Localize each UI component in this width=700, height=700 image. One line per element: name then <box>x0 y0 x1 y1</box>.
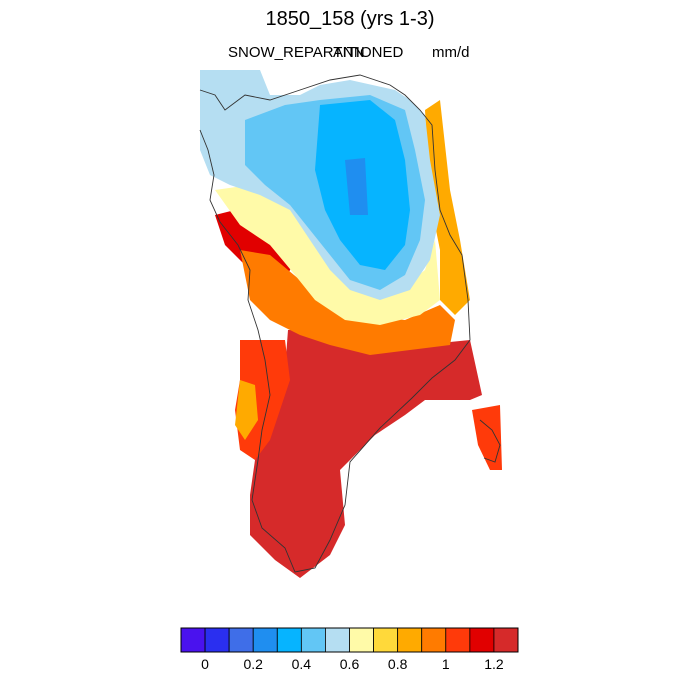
coastline <box>199 74 471 573</box>
colorbar-tick-label: 1 <box>441 656 450 672</box>
colorbar-swatch <box>445 627 471 653</box>
colorbar-swatch <box>397 627 423 653</box>
colorbar-tick-label: 0.6 <box>339 656 360 672</box>
units-label: mm/d <box>432 44 470 61</box>
colorbar-swatch <box>300 627 326 653</box>
map-title: 1850_158 (yrs 1-3) <box>265 8 435 30</box>
season-label: ANN <box>333 44 365 61</box>
colorbar-tick-label: 0.4 <box>291 656 312 672</box>
colorbar-swatch <box>252 627 278 653</box>
field-orange-ring <box>240 250 455 355</box>
colorbar-swatch <box>228 627 254 653</box>
colorbar-tick-label: 0.2 <box>243 656 263 672</box>
colorbar-tick-label: 0 <box>201 656 209 672</box>
field-patches <box>200 70 502 578</box>
field-west-orange <box>235 380 258 440</box>
colorbar-tick-label: 0.8 <box>387 656 408 672</box>
colorbar-swatch <box>204 627 230 653</box>
colorbar-swatch <box>180 627 206 653</box>
variable-label: SNOW_REPARTITIONED <box>228 44 404 61</box>
field-east-patch <box>472 405 502 470</box>
colorbar-swatch <box>349 627 374 653</box>
east-island-coast <box>479 419 501 463</box>
field-high-south <box>250 330 482 578</box>
colorbar-swatch <box>276 627 302 653</box>
colorbar-tick-label: 1.2 <box>484 656 504 672</box>
colorbar-swatch <box>325 627 350 653</box>
colorbar-swatch <box>373 627 399 653</box>
colorbar-swatch <box>493 627 519 653</box>
colorbar-swatch <box>469 627 495 653</box>
field-orange-east <box>425 100 470 315</box>
field-deepblue-spot <box>345 158 368 215</box>
colorbar-swatch <box>421 627 447 653</box>
